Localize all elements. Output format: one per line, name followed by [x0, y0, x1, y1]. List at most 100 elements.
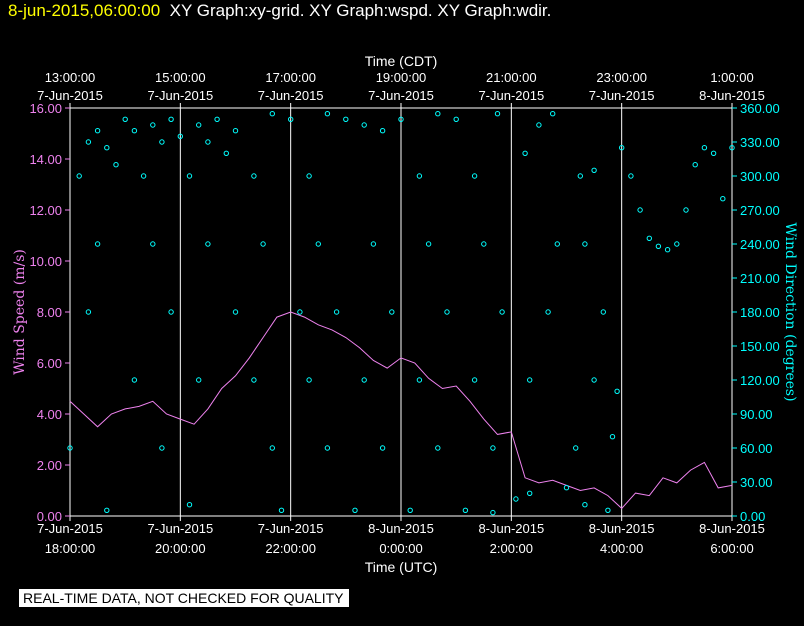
- wind-direction-point: [85, 309, 92, 315]
- graph-header: 8-jun-2015,06:00:00 XY Graph:xy-grid. XY…: [8, 1, 551, 21]
- wind-direction-point: [76, 173, 82, 179]
- right-tick-label: 30.00: [740, 475, 773, 490]
- left-tick-label: 10.00: [29, 254, 62, 269]
- wind-direction-point: [205, 139, 211, 145]
- wind-direction-point: [379, 445, 386, 451]
- wind-direction-point: [655, 243, 662, 250]
- axis-ticks: [65, 103, 737, 521]
- wind-direction-point: [591, 377, 597, 383]
- right-tick-label: 360.00: [740, 101, 780, 116]
- bottom-tick-time: 4:00:00: [600, 541, 643, 556]
- wind-direction-point: [471, 173, 478, 179]
- top-tick-date: 7-Jun-2015: [258, 88, 324, 103]
- right-tick-label: 180.00: [740, 305, 780, 320]
- bottom-tick-date: 7-Jun-2015: [258, 521, 324, 536]
- right-tick-label: 330.00: [740, 135, 780, 150]
- wind-direction-point: [131, 128, 138, 134]
- wind-direction-point: [150, 122, 156, 128]
- bottom-axis-title: Time (UTC): [365, 559, 438, 575]
- wind-direction-point: [416, 173, 423, 179]
- wind-direction-point: [710, 150, 717, 157]
- wind-direction-point: [361, 377, 367, 383]
- timestamp: 8-jun-2015,06:00:00: [8, 1, 161, 20]
- wind-direction-point: [389, 309, 395, 315]
- top-tick-date: 7-Jun-2015: [368, 88, 434, 103]
- wind-direction-point: [490, 445, 496, 451]
- wind-direction-point: [407, 507, 413, 513]
- wind-direction-point: [122, 116, 128, 123]
- wind-direction-point: [499, 309, 505, 315]
- wind-direction-point: [232, 128, 239, 134]
- wind-direction-point: [324, 111, 331, 117]
- wind-direction-point: [619, 145, 625, 151]
- wind-direction-point: [692, 162, 698, 168]
- left-tick-label: 16.00: [29, 101, 62, 116]
- wind-direction-point: [196, 377, 202, 383]
- wind-direction-point: [85, 139, 92, 145]
- wind-direction-point: [573, 445, 579, 451]
- wind-direction-point: [67, 445, 73, 451]
- wind-direction-point: [278, 507, 285, 513]
- top-tick-time: 21:00:00: [486, 70, 537, 85]
- wind-direction-point: [637, 207, 643, 213]
- left-tick-label: 12.00: [29, 203, 62, 218]
- bottom-tick-time: 2:00:00: [490, 541, 533, 556]
- left-tick-label: 0.00: [37, 509, 62, 524]
- wind-direction-point: [444, 309, 450, 315]
- wind-direction-point: [494, 111, 501, 117]
- left-tick-label: 6.00: [37, 356, 62, 371]
- wind-direction-point: [140, 173, 147, 179]
- wind-direction-point: [425, 241, 432, 247]
- bottom-tick-date: 8-Jun-2015: [589, 521, 655, 536]
- wind-direction-point: [536, 122, 542, 128]
- bottom-tick-time: 20:00:00: [155, 541, 206, 556]
- wind-direction-point: [628, 173, 634, 179]
- wind-direction-point: [674, 241, 680, 247]
- wind-direction-point: [701, 145, 708, 151]
- wind-direction-point: [214, 116, 220, 123]
- wind-direction-point: [269, 445, 275, 451]
- wind-direction-point: [177, 133, 184, 140]
- bottom-tick-time: 18:00:00: [45, 541, 96, 556]
- right-tick-label: 120.00: [740, 373, 780, 388]
- wind-direction-point: [370, 241, 377, 247]
- right-tick-label: 270.00: [740, 203, 780, 218]
- wind-direction-point: [104, 507, 110, 513]
- top-tick-date: 7-Jun-2015: [147, 88, 213, 103]
- wind-direction-points: [67, 111, 735, 516]
- left-tick-label: 2.00: [37, 458, 62, 473]
- wind-direction-point: [113, 162, 119, 168]
- wind-direction-point: [306, 377, 312, 383]
- wind-direction-point: [577, 173, 583, 179]
- top-axis-title: Time (CDT): [365, 53, 438, 69]
- wind-direction-point: [104, 145, 110, 151]
- wind-direction-point: [94, 128, 101, 134]
- wind-direction-point: [232, 309, 239, 315]
- wind-direction-point: [131, 377, 138, 383]
- wind-direction-point: [94, 241, 101, 247]
- wind-direction-point: [729, 145, 735, 151]
- graph-titles: XY Graph:xy-grid. XY Graph:wspd. XY Grap…: [169, 1, 552, 20]
- wind-direction-point: [683, 207, 689, 213]
- wind-direction-point: [591, 167, 597, 174]
- top-tick-time: 15:00:00: [155, 70, 206, 85]
- wind-direction-point: [600, 309, 606, 315]
- top-tick-date: 7-Jun-2015: [478, 88, 544, 103]
- wind-direction-point: [379, 128, 386, 134]
- wind-direction-point: [306, 173, 312, 179]
- bottom-tick-date: 7-Jun-2015: [147, 521, 213, 536]
- top-tick-time: 19:00:00: [376, 70, 427, 85]
- wind-direction-point: [324, 445, 331, 451]
- top-tick-time: 23:00:00: [596, 70, 647, 85]
- wind-direction-point: [251, 173, 257, 179]
- wind-direction-point: [251, 377, 257, 383]
- wind-direction-point: [527, 490, 533, 496]
- wind-direction-point: [554, 241, 560, 247]
- wind-direction-point: [563, 485, 570, 491]
- bottom-tick-time: 0:00:00: [379, 541, 422, 556]
- bottom-tick-date: 8-Jun-2015: [699, 521, 765, 536]
- wind-direction-point: [550, 111, 556, 117]
- wind-direction-point: [416, 377, 423, 383]
- wind-direction-point: [297, 309, 303, 315]
